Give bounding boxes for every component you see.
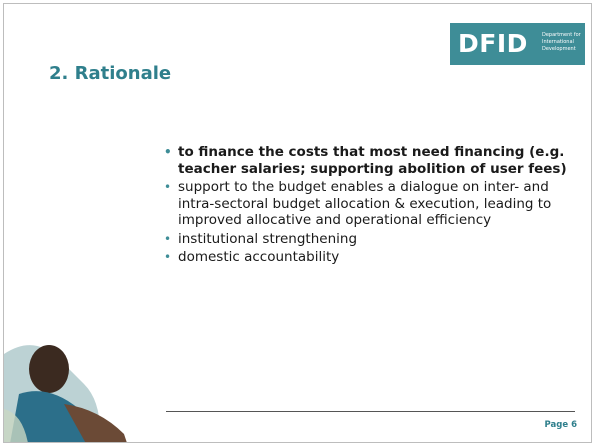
bullet-list: to finance the costs that most need fina… <box>164 144 584 268</box>
logo-subtitle-line: Department for <box>542 32 581 39</box>
logo-subtitle-line: International <box>542 39 581 46</box>
page: {"header": {"title": "2. Rationale"}, "l… <box>0 0 597 448</box>
slide-title: 2. Rationale <box>49 63 171 84</box>
logo-text: DFID <box>458 29 528 59</box>
bullet: to finance the costs that most need fina… <box>164 144 584 177</box>
photo-head <box>29 345 69 393</box>
footer-rule <box>166 411 575 412</box>
bullet: institutional strengthening <box>164 231 584 248</box>
bullet: support to the budget enables a dialogue… <box>164 179 584 229</box>
logo-subtitle-line: Development <box>542 46 581 53</box>
photo <box>4 314 164 443</box>
page-number: Page 6 <box>545 420 577 430</box>
bullet: domestic accountability <box>164 249 584 266</box>
